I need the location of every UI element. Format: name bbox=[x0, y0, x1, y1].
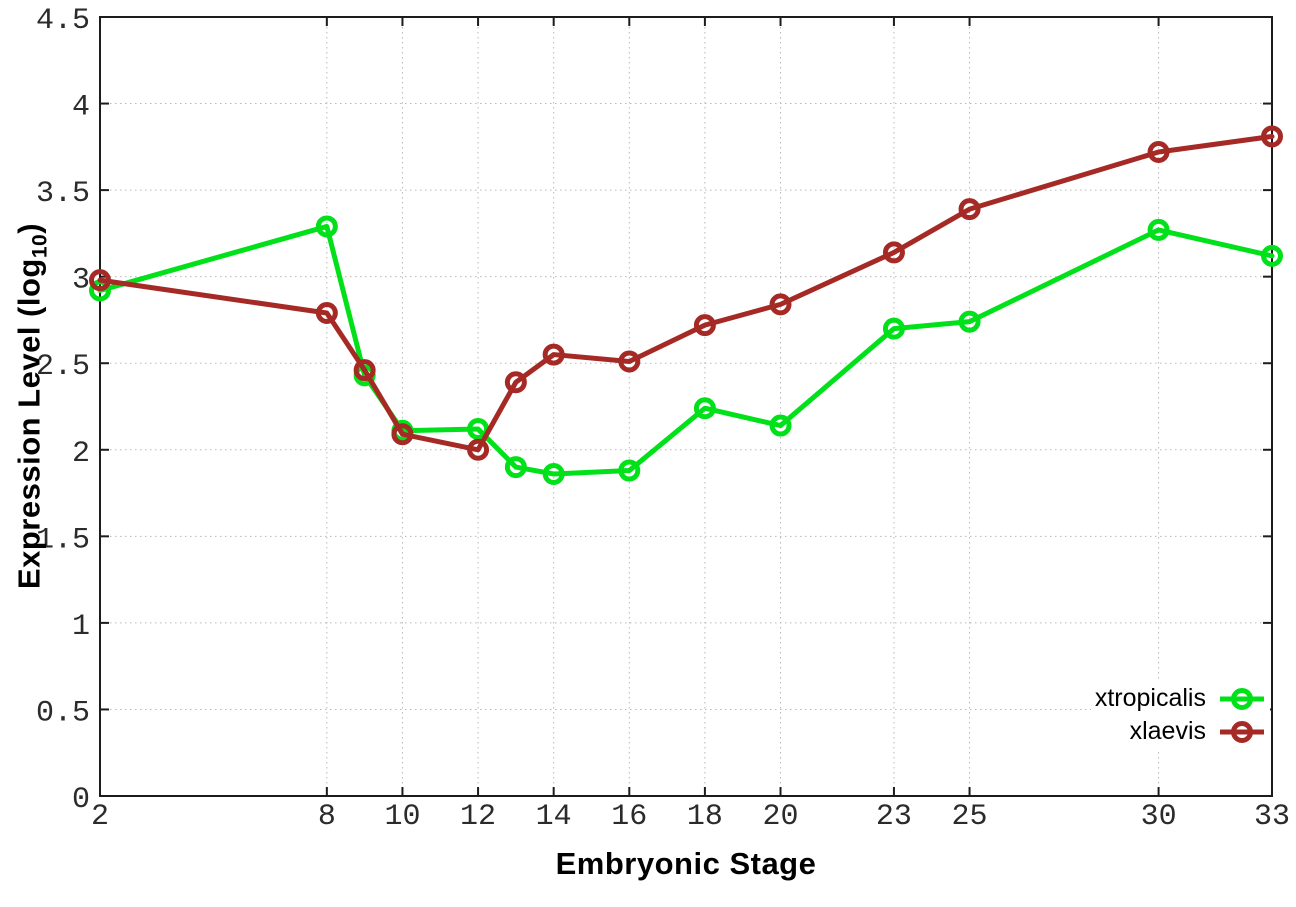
y-axis-title-text: Expression Level (log bbox=[11, 258, 47, 590]
y-axis-title: Expression Level (log10) bbox=[11, 223, 52, 589]
data-point-xtropicalis bbox=[467, 418, 490, 441]
data-point-xlaevis bbox=[467, 438, 490, 461]
x-tick-label: 16 bbox=[611, 800, 647, 834]
legend-item-xtropicalis: xtropicalis bbox=[1095, 682, 1266, 715]
y-tick-label: 4.5 bbox=[36, 4, 90, 38]
data-point-xtropicalis bbox=[1261, 244, 1283, 267]
data-point-xlaevis bbox=[542, 343, 565, 366]
data-point-xtropicalis bbox=[1147, 218, 1170, 241]
data-point-xlaevis bbox=[618, 350, 641, 373]
legend-sample-xtropicalis-icon bbox=[1220, 687, 1264, 710]
y-axis-title-close: ) bbox=[11, 222, 47, 234]
data-point-xtropicalis bbox=[618, 459, 641, 482]
data-point-xlaevis bbox=[958, 198, 981, 221]
data-point-xlaevis bbox=[504, 371, 527, 394]
series-xtropicalis bbox=[89, 215, 1283, 486]
data-point-xtropicalis bbox=[693, 397, 716, 420]
data-point-xlaevis bbox=[391, 423, 414, 446]
data-point-xtropicalis bbox=[315, 215, 338, 238]
y-tick-label: 0 bbox=[72, 783, 90, 817]
series-line-xlaevis bbox=[97, 133, 1275, 453]
y-tick-label: 3.5 bbox=[36, 177, 90, 211]
y-tick-label: 2 bbox=[72, 437, 90, 471]
data-point-xlaevis bbox=[1261, 125, 1283, 148]
tick-marks bbox=[99, 16, 1273, 797]
x-tick-label: 2 bbox=[91, 800, 109, 834]
legend-label-xlaevis: xlaevis bbox=[1129, 717, 1206, 745]
x-tick-label: 14 bbox=[536, 800, 572, 834]
x-tick-labels: 2 8 10 12 14 16 18 20 23 25 30 33 bbox=[91, 800, 1290, 834]
data-point-xlaevis bbox=[769, 293, 792, 316]
x-tick-label: 33 bbox=[1254, 800, 1290, 834]
data-point-xtropicalis bbox=[958, 310, 981, 333]
x-axis-title: Embryonic Stage bbox=[555, 846, 817, 881]
y-tick-label: 0.5 bbox=[36, 696, 90, 730]
data-point-xlaevis bbox=[882, 241, 905, 264]
y-tick-label: 1 bbox=[72, 610, 90, 644]
series-xlaevis bbox=[89, 125, 1283, 461]
data-point-xtropicalis bbox=[542, 463, 565, 486]
data-point-xlaevis bbox=[89, 269, 111, 292]
x-tick-label: 23 bbox=[876, 800, 912, 834]
y-tick-label: 2.5 bbox=[36, 350, 90, 384]
data-point-xlaevis bbox=[353, 359, 376, 382]
plot-border bbox=[99, 16, 1273, 797]
x-tick-label: 20 bbox=[763, 800, 799, 834]
x-tick-label: 18 bbox=[687, 800, 723, 834]
data-point-xlaevis bbox=[315, 302, 338, 325]
legend: xtropicalis xlaevis bbox=[1090, 680, 1270, 750]
y-axis-title-subscript: 10 bbox=[28, 233, 52, 259]
data-point-xlaevis bbox=[1147, 141, 1170, 164]
y-tick-labels: 0 0.5 1 1.5 2 2.5 3 3.5 4 4.5 bbox=[36, 4, 90, 817]
data-point-xtropicalis bbox=[504, 456, 527, 479]
y-tick-label: 1.5 bbox=[36, 523, 90, 557]
x-tick-label: 8 bbox=[318, 800, 336, 834]
data-point-xtropicalis bbox=[769, 414, 792, 437]
x-tick-label: 30 bbox=[1141, 800, 1177, 834]
legend-sample-xlaevis-icon bbox=[1220, 720, 1264, 743]
x-tick-label: 25 bbox=[952, 800, 988, 834]
legend-label-xtropicalis: xtropicalis bbox=[1094, 684, 1206, 712]
data-point-xlaevis bbox=[693, 314, 716, 337]
x-tick-label: 10 bbox=[384, 800, 420, 834]
series-line-xtropicalis bbox=[97, 223, 1275, 477]
legend-item-xlaevis: xlaevis bbox=[1095, 715, 1266, 748]
data-point-xtropicalis bbox=[882, 317, 905, 340]
y-tick-label: 3 bbox=[72, 264, 90, 298]
y-tick-label: 4 bbox=[72, 91, 90, 125]
x-tick-label: 12 bbox=[460, 800, 496, 834]
